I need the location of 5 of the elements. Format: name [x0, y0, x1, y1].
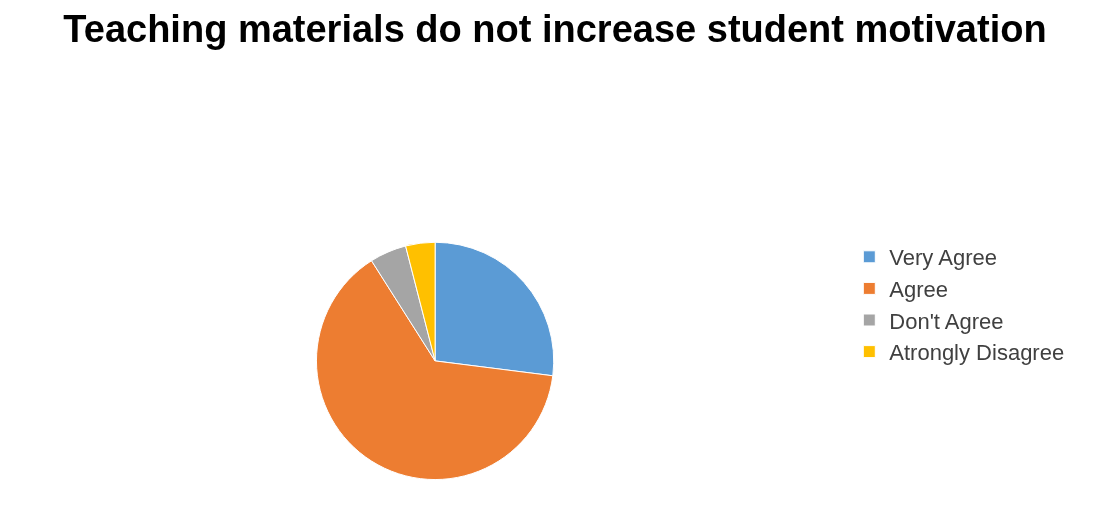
- legend-label: Very Agree: [889, 245, 997, 271]
- legend-label: Atrongly Disagree: [889, 340, 1065, 366]
- chart-title: Teaching materials do not increase student motivation: [63, 7, 1047, 50]
- legend-label: Agree: [889, 276, 949, 302]
- legend-label: Don't Agree: [889, 308, 1004, 334]
